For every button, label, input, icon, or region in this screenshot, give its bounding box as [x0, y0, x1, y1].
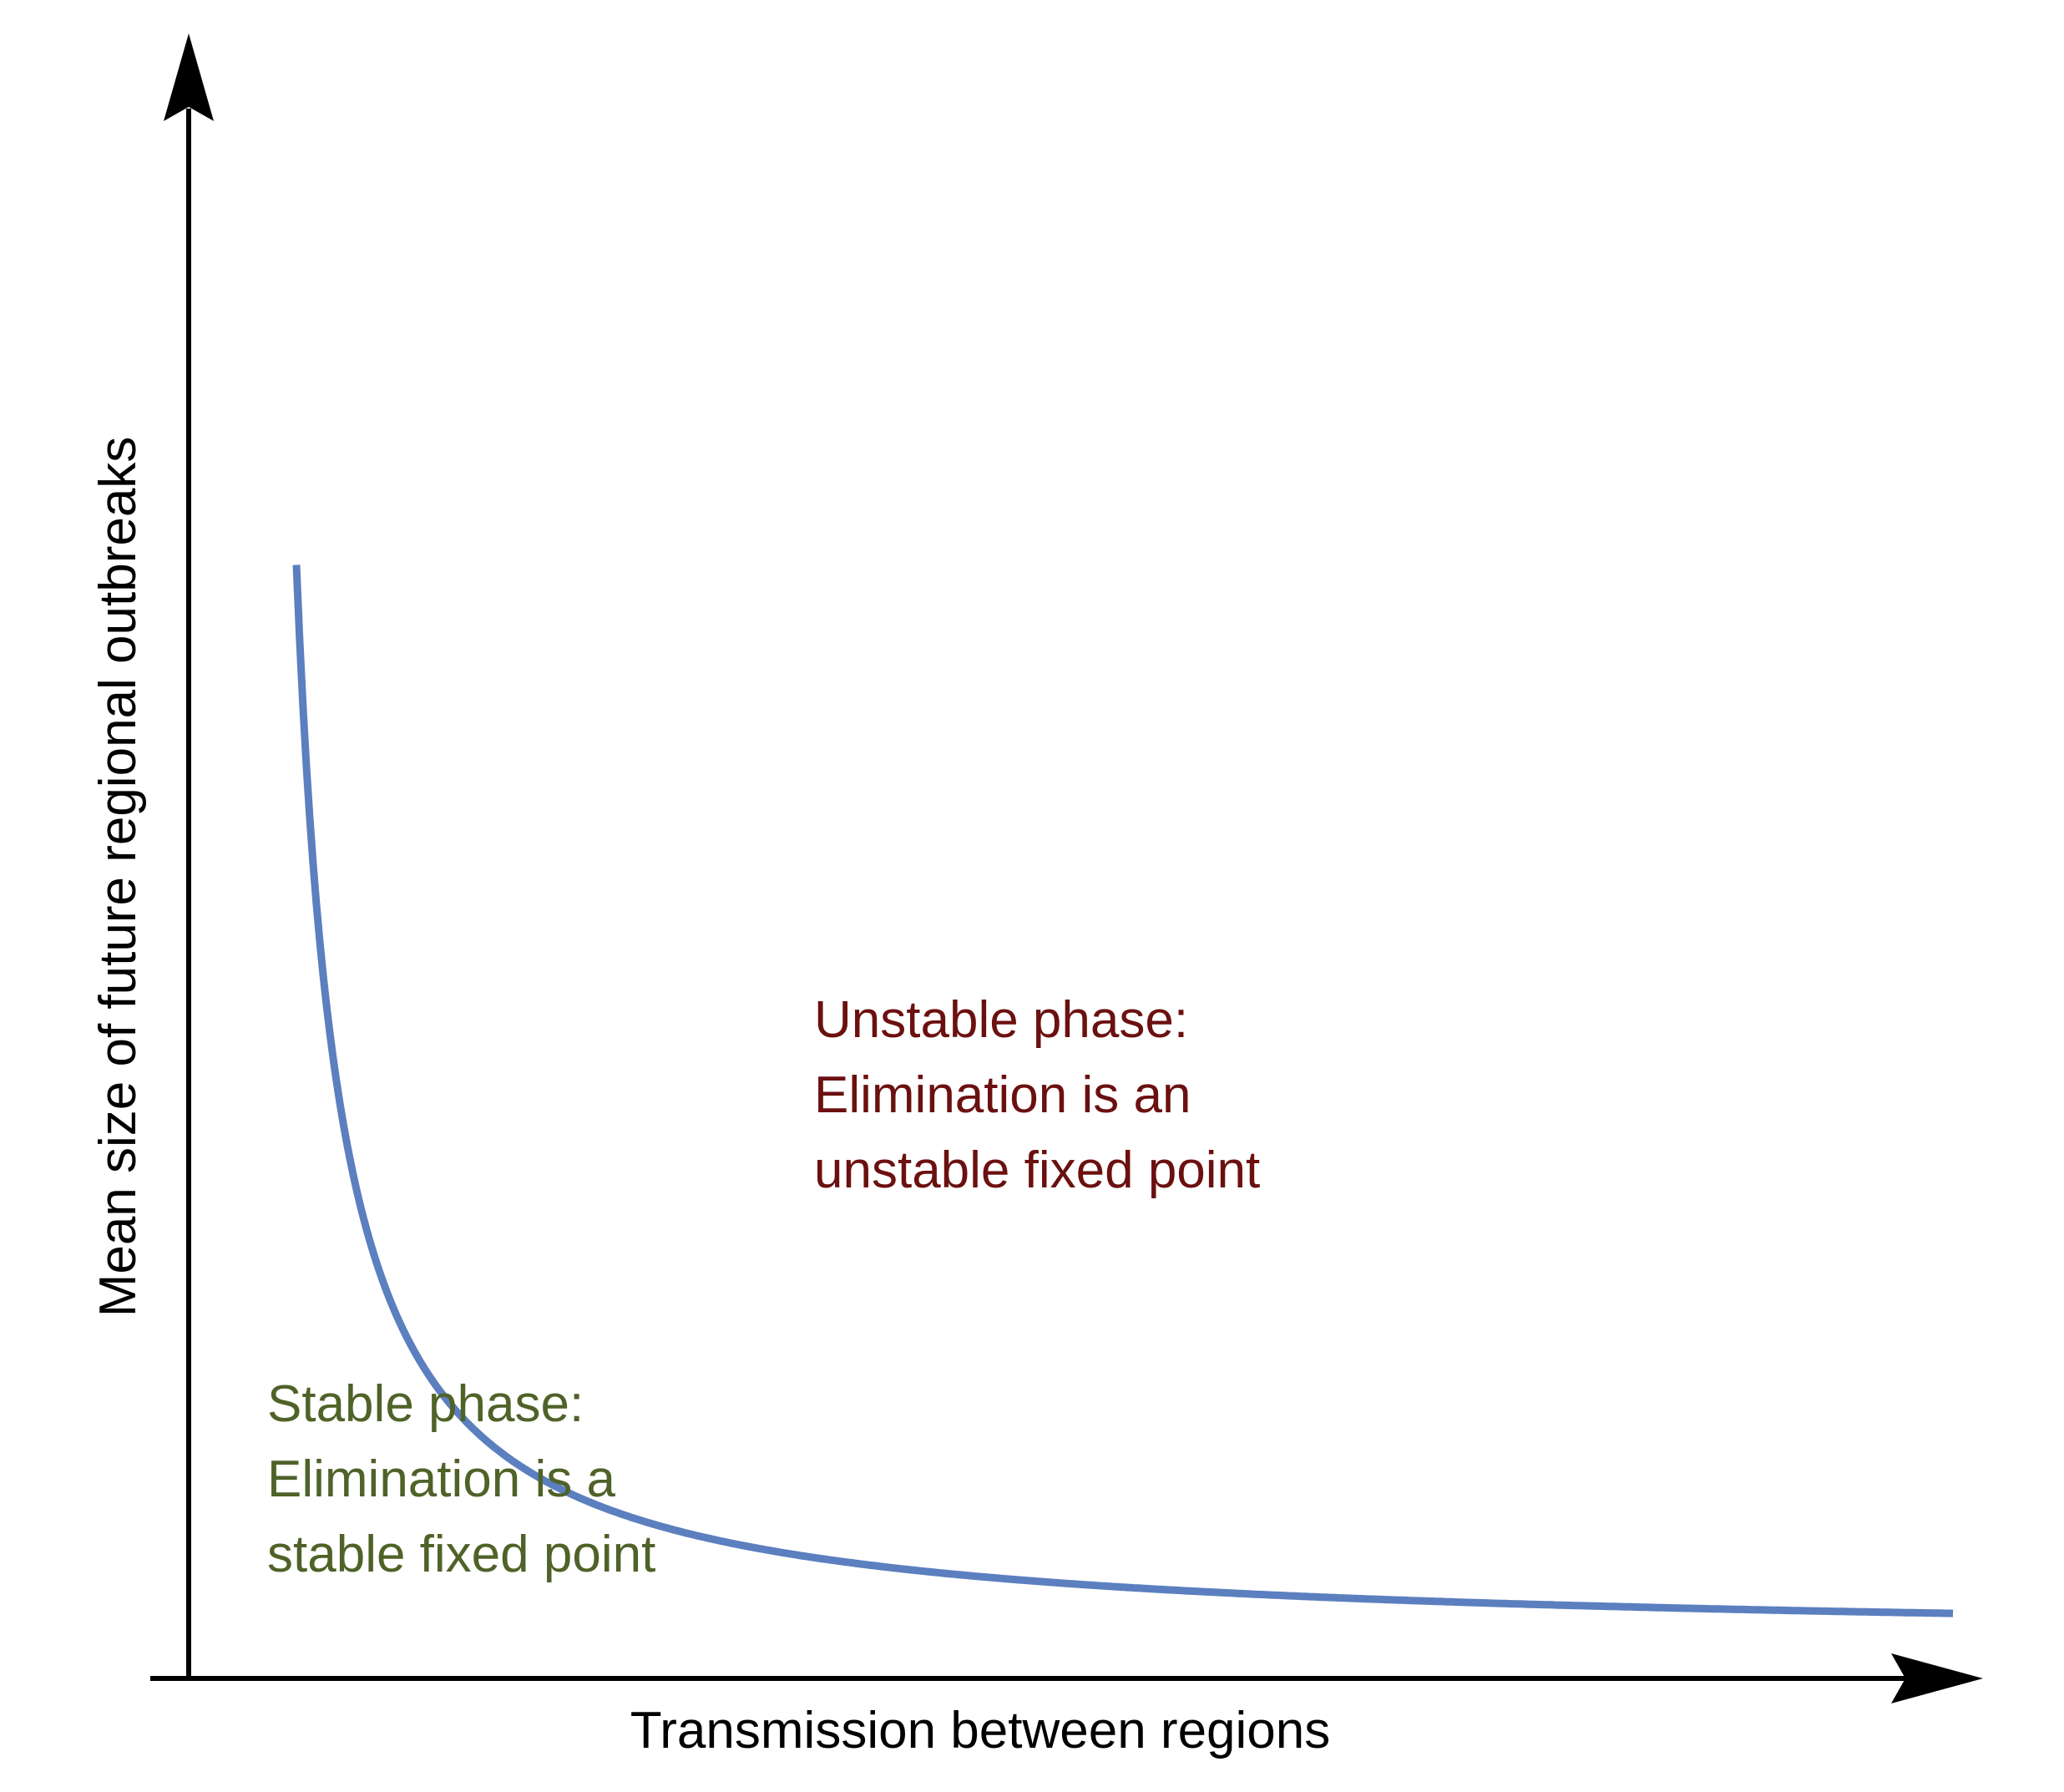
unstable-phase-line-3: unstable fixed point — [814, 1142, 1260, 1199]
x-axis-label: Transmission between regions — [630, 1702, 1331, 1759]
y-axis-arrowhead — [164, 33, 214, 121]
stable-phase-line-3: stable fixed point — [267, 1526, 655, 1583]
stable-phase-line-2: Elimination is a — [267, 1450, 615, 1508]
y-axis-label: Mean size of future regional outbreaks — [89, 437, 147, 1318]
stable-phase-label: Stable phase: Elimination is a stable fi… — [267, 1375, 655, 1583]
x-axis-arrowhead — [1891, 1653, 1983, 1703]
unstable-phase-label: Unstable phase: Elimination is an unstab… — [814, 991, 1260, 1199]
stable-phase-line-1: Stable phase: — [267, 1375, 584, 1433]
phase-boundary-curve — [292, 564, 1954, 1617]
unstable-phase-line-2: Elimination is an — [814, 1066, 1191, 1124]
unstable-phase-line-1: Unstable phase: — [814, 991, 1188, 1049]
